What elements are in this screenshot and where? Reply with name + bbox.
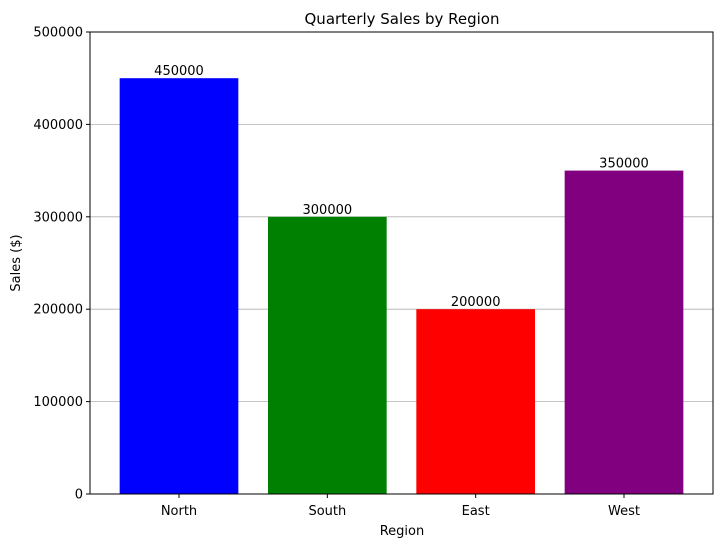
axes (86, 31, 714, 498)
data-label-south: 300000 (303, 203, 353, 218)
tick-labels: 0 100000 200000 300000 400000 500000 North Sout… (33, 26, 640, 520)
x-tick-label-south: South (308, 504, 346, 519)
y-tick-label: 500000 (33, 26, 83, 41)
x-tick-label-west: West (608, 504, 640, 519)
x-tick-label-north: North (161, 504, 197, 519)
bar-east (416, 309, 535, 494)
data-label-west: 350000 (599, 157, 649, 172)
data-label-north: 450000 (154, 64, 204, 79)
y-tick-label: 0 (75, 488, 83, 503)
plot-frame (89, 31, 714, 495)
bar-north (119, 78, 239, 494)
bars (119, 78, 684, 495)
y-tick-label: 400000 (33, 118, 83, 133)
data-label-east: 200000 (451, 295, 501, 310)
y-tick-label: 200000 (33, 303, 83, 318)
y-tick-label: 100000 (33, 395, 83, 410)
bar-west (564, 170, 684, 494)
x-tick-label-east: East (462, 504, 490, 519)
data-labels: 450000 300000 200000 350000 (154, 64, 649, 310)
y-axis-label: Sales ($) (9, 234, 24, 291)
chart-title: Quarterly Sales by Region (305, 10, 500, 28)
x-axis-label: Region (380, 524, 425, 539)
bar-south (268, 216, 387, 495)
y-tick-label: 300000 (33, 210, 83, 225)
